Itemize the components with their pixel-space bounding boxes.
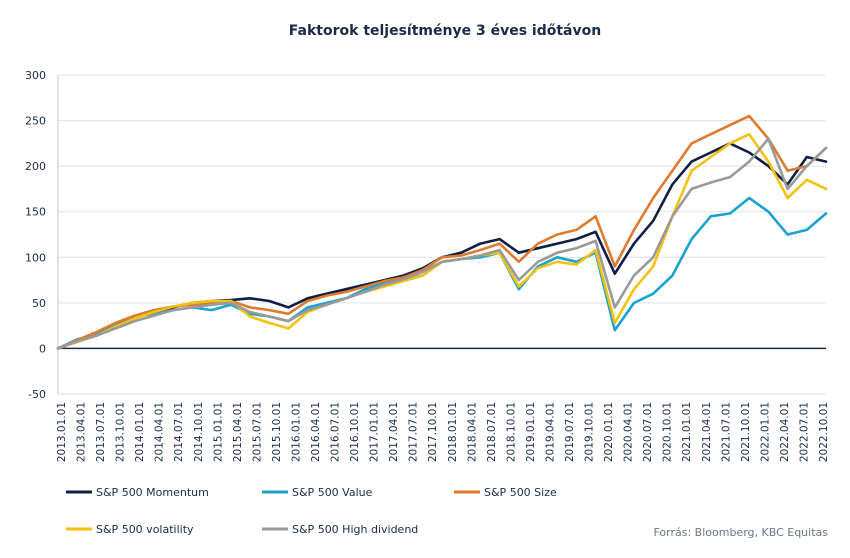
y-axis-ticks: 300 250 200 150 100 50 0 -50	[25, 69, 46, 401]
x-tick-label: 2021.04.01	[701, 402, 713, 462]
y-tick-label: 300	[25, 69, 46, 82]
x-tick-label: 2013.07.01	[95, 402, 107, 462]
x-tick-label: 2022.07.01	[798, 402, 810, 462]
x-tick-label: 2017.07.01	[408, 402, 420, 462]
x-tick-label: 2017.04.01	[388, 402, 400, 462]
legend-label: S&P 500 Momentum	[96, 486, 209, 499]
x-tick-label: 2020.04.01	[623, 402, 635, 462]
x-tick-label: 2013.04.01	[76, 402, 88, 462]
x-tick-label: 2014.07.01	[173, 402, 185, 462]
x-tick-label: 2020.07.01	[642, 402, 654, 462]
x-tick-label: 2014.04.01	[154, 402, 166, 462]
x-tick-label: 2020.10.01	[662, 402, 674, 462]
x-tick-label: 2016.07.01	[330, 402, 342, 462]
x-tick-label: 2018.10.01	[505, 402, 517, 462]
x-tick-label: 2018.01.01	[447, 402, 459, 462]
x-tick-label: 2021.01.01	[681, 402, 693, 462]
x-axis-ticks: 2013.01.01 2013.04.01 2013.07.01 2013.10.01…	[56, 402, 830, 462]
x-tick-label: 2014.10.01	[193, 402, 205, 462]
x-tick-label: 2018.07.01	[486, 402, 498, 462]
series-line-1	[56, 142, 828, 350]
x-tick-label: 2016.04.01	[310, 402, 322, 462]
legend: S&P 500 Momentum S&P 500 Value S&P 500 Siz…	[66, 486, 557, 536]
x-tick-label: 2022.10.01	[818, 402, 830, 462]
y-tick-label: 0	[39, 342, 46, 355]
legend-label: S&P 500 High dividend	[292, 523, 418, 536]
legend-label: S&P 500 Size	[484, 486, 557, 499]
x-tick-label: 2022.04.01	[779, 402, 791, 462]
x-tick-label: 2015.04.01	[232, 402, 244, 462]
source-note: Forrás: Bloomberg, KBC Equitas	[653, 526, 828, 539]
x-tick-label: 2022.01.01	[759, 402, 771, 462]
y-tick-label: 150	[25, 206, 46, 219]
x-tick-label: 2015.07.01	[251, 402, 263, 462]
series-lines	[56, 114, 828, 350]
x-tick-label: 2019.04.01	[544, 402, 556, 462]
x-tick-label: 2019.07.01	[564, 402, 576, 462]
y-tick-label: 50	[32, 297, 46, 310]
grid	[57, 74, 826, 395]
chart-title: Faktorok teljesítménye 3 éves időtávon	[289, 23, 601, 39]
x-tick-label: 2018.04.01	[466, 402, 478, 462]
y-tick-label: 250	[25, 115, 46, 128]
y-tick-label: 200	[25, 160, 46, 173]
series-line-2	[56, 196, 828, 350]
x-tick-label: 2021.10.01	[740, 402, 752, 462]
legend-label: S&P 500 volatility	[96, 523, 194, 536]
x-tick-label: 2019.01.01	[525, 402, 537, 462]
x-tick-label: 2013.01.01	[56, 402, 68, 462]
y-tick-label: 100	[25, 251, 46, 264]
x-tick-label: 2016.10.01	[349, 402, 361, 462]
series-line-5	[56, 137, 828, 350]
x-tick-label: 2016.01.01	[290, 402, 302, 462]
x-tick-label: 2020.01.01	[603, 402, 615, 462]
x-tick-label: 2019.10.01	[584, 402, 596, 462]
x-tick-label: 2015.10.01	[271, 402, 283, 462]
legend-label: S&P 500 Value	[292, 486, 373, 499]
x-tick-label: 2017.01.01	[369, 402, 381, 462]
x-tick-label: 2017.10.01	[427, 402, 439, 462]
y-tick-label: -50	[28, 388, 46, 401]
x-tick-label: 2021.07.01	[720, 402, 732, 462]
series-line-3	[56, 114, 828, 350]
x-tick-label: 2015.01.01	[212, 402, 224, 462]
x-tick-label: 2013.10.01	[115, 402, 127, 462]
x-tick-label: 2014.01.01	[134, 402, 146, 462]
